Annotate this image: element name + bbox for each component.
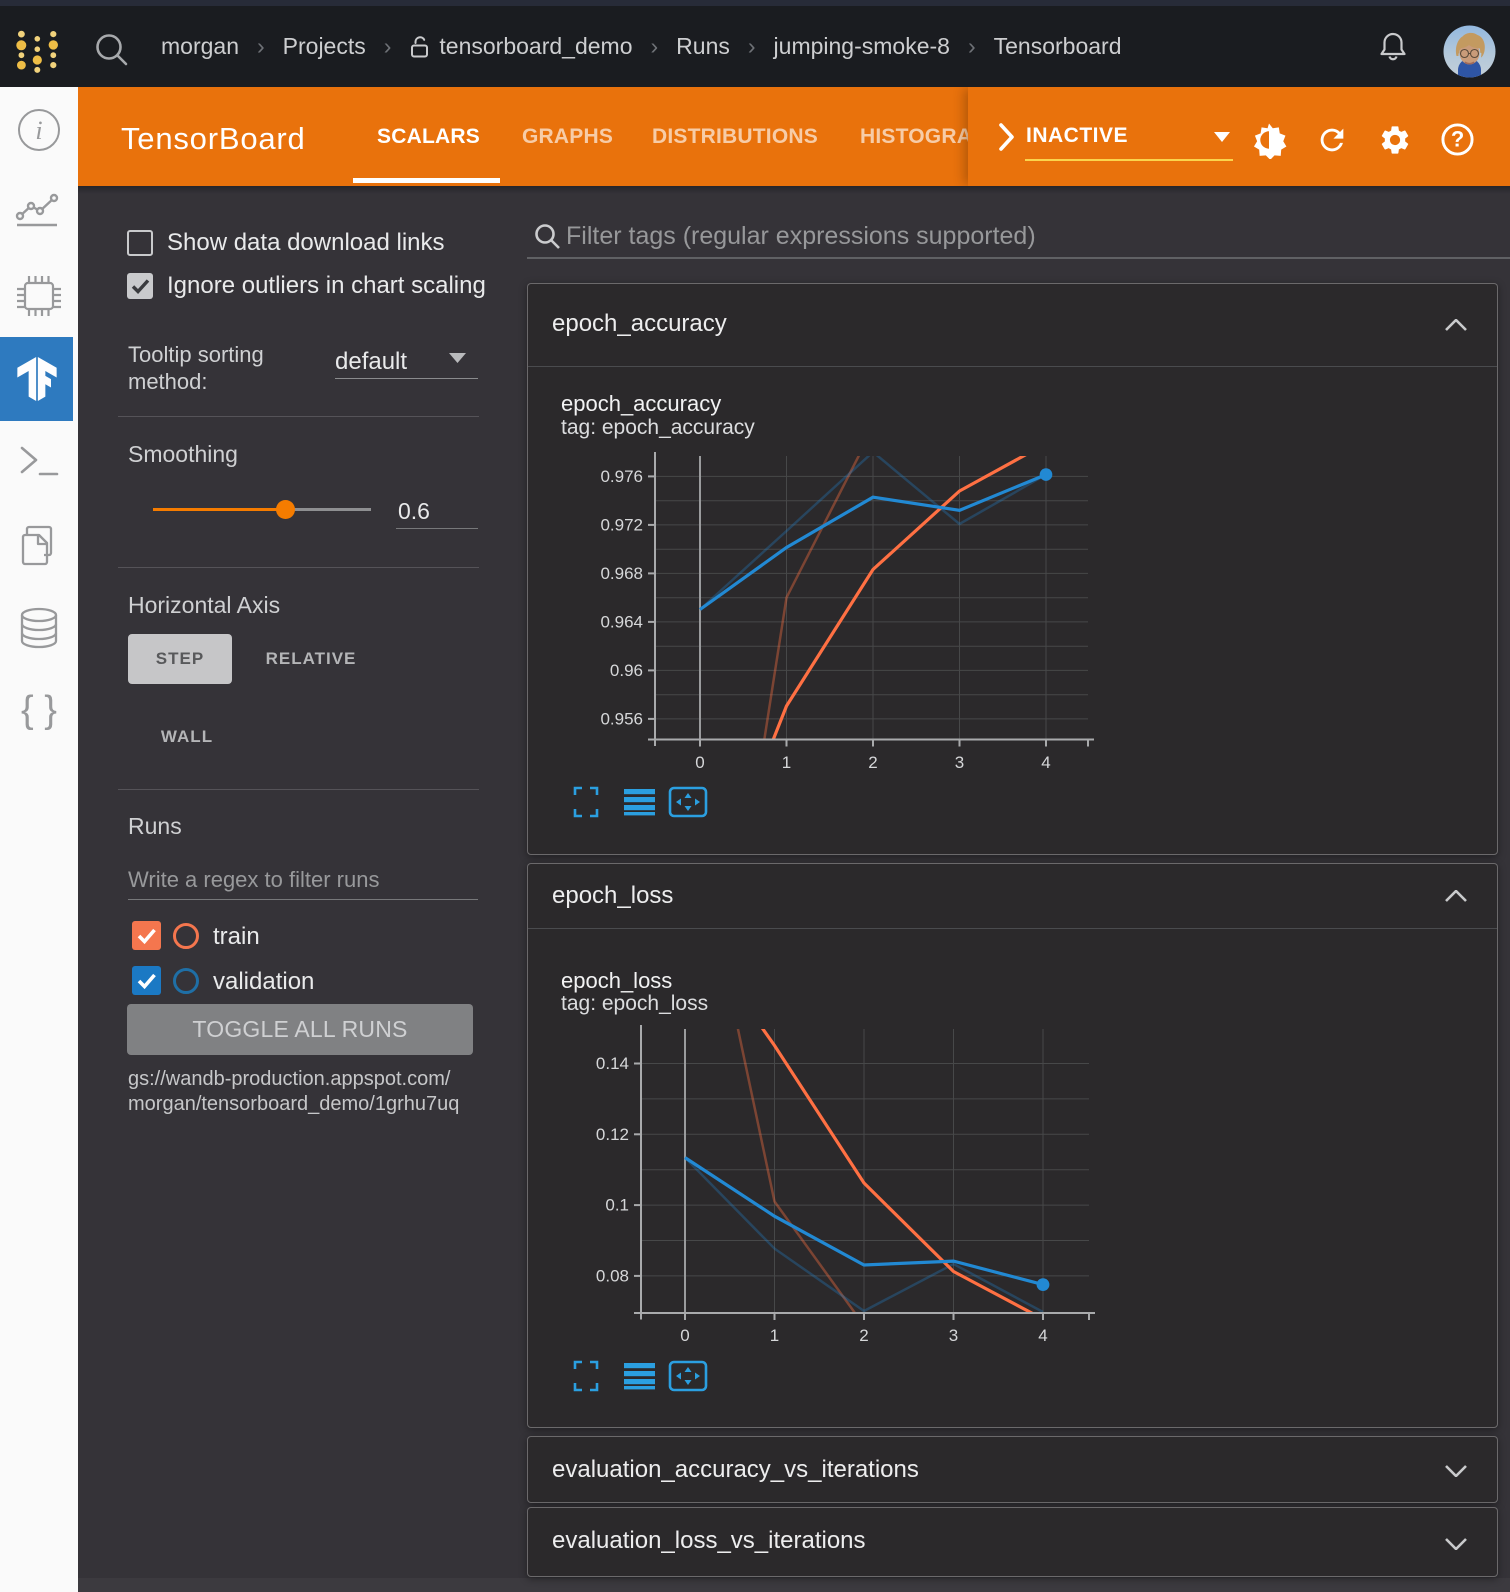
svg-text:0.1: 0.1 xyxy=(605,1196,629,1215)
svg-text:0.964: 0.964 xyxy=(600,613,643,632)
svg-text:0.12: 0.12 xyxy=(596,1125,629,1144)
svg-text:0.14: 0.14 xyxy=(596,1054,629,1073)
svg-text:0.956: 0.956 xyxy=(600,710,643,729)
svg-text:?: ? xyxy=(1451,127,1464,152)
svg-text:{ }: { } xyxy=(21,690,57,731)
svg-text:0.08: 0.08 xyxy=(596,1266,629,1285)
svg-text:1: 1 xyxy=(782,753,791,772)
svg-text:4: 4 xyxy=(1038,1326,1047,1345)
svg-text:0.96: 0.96 xyxy=(610,661,643,680)
svg-text:0: 0 xyxy=(695,753,704,772)
svg-text:4: 4 xyxy=(1041,753,1050,772)
svg-text:2: 2 xyxy=(859,1326,868,1345)
svg-text:1: 1 xyxy=(770,1326,779,1345)
svg-text:3: 3 xyxy=(949,1326,958,1345)
svg-text:2: 2 xyxy=(868,753,877,772)
svg-text:0.972: 0.972 xyxy=(600,516,643,535)
svg-text:0.976: 0.976 xyxy=(600,467,643,486)
svg-text:3: 3 xyxy=(955,753,964,772)
svg-text:i: i xyxy=(35,116,42,145)
svg-text:0: 0 xyxy=(680,1326,689,1345)
svg-text:0.968: 0.968 xyxy=(600,564,643,583)
